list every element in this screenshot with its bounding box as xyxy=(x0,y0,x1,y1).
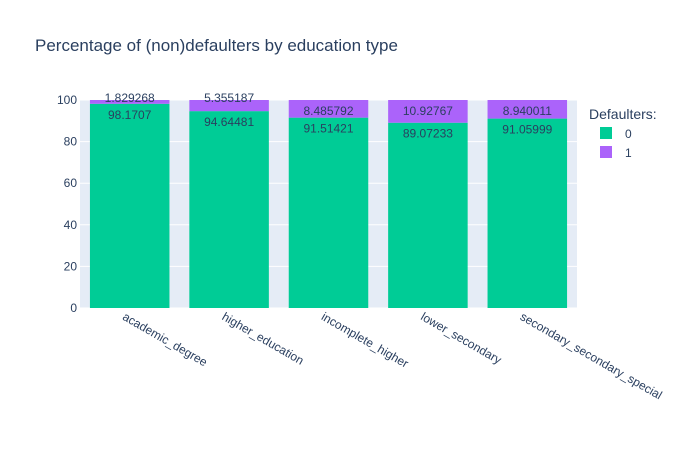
legend[interactable]: Defaulters: 0 1 xyxy=(589,106,657,160)
y-tick-label: 80 xyxy=(64,135,78,149)
legend-title: Defaulters: xyxy=(589,106,657,122)
x-tick-label: secondary_secondary_special xyxy=(518,309,665,402)
legend-label[interactable]: 1 xyxy=(625,146,632,160)
data-label: 94.64481 xyxy=(204,115,254,129)
data-label: 5.355187 xyxy=(204,91,254,105)
data-label: 91.05999 xyxy=(502,123,552,137)
data-label: 89.07233 xyxy=(403,127,453,141)
y-tick-label: 0 xyxy=(70,301,77,315)
bar-series-0[interactable] xyxy=(487,118,568,309)
data-label: 98.1707 xyxy=(108,108,152,122)
y-tick-label: 100 xyxy=(57,93,77,107)
y-tick-label: 20 xyxy=(64,259,78,273)
data-label: 1.829268 xyxy=(105,91,155,105)
data-label: 8.485792 xyxy=(303,104,353,118)
bar-series-1[interactable] xyxy=(288,99,369,118)
bar-series-1[interactable] xyxy=(89,100,170,104)
y-tick-label: 60 xyxy=(64,176,78,190)
bar-series-1[interactable] xyxy=(388,100,468,123)
bar-series-0[interactable] xyxy=(288,117,369,308)
x-tick-label: higher_education xyxy=(220,309,307,367)
y-tick-label: 40 xyxy=(64,218,78,232)
legend-label[interactable]: 0 xyxy=(625,127,632,141)
x-tick-label: incomplete_higher xyxy=(319,309,411,370)
data-label: 91.51421 xyxy=(303,122,353,136)
x-tick-label: academic_degree xyxy=(120,309,210,369)
data-label: 10.92767 xyxy=(403,104,453,118)
plot-area: 0 20 40 60 80 100 98.1707 1.829268 academic_degr… xyxy=(57,91,665,402)
legend-swatch[interactable] xyxy=(600,146,612,158)
x-tick-label: lower_secondary xyxy=(418,309,504,366)
bar-series-0[interactable] xyxy=(189,111,269,308)
data-label: 8.940011 xyxy=(503,104,552,118)
bar-series-1[interactable] xyxy=(487,100,568,119)
bar-series-0[interactable] xyxy=(388,122,468,308)
chart-title: Percentage of (non)defaulters by educati… xyxy=(35,36,398,55)
legend-swatch[interactable] xyxy=(600,127,612,139)
bar-series-1[interactable] xyxy=(189,100,269,112)
bar-series-0[interactable] xyxy=(89,103,170,308)
